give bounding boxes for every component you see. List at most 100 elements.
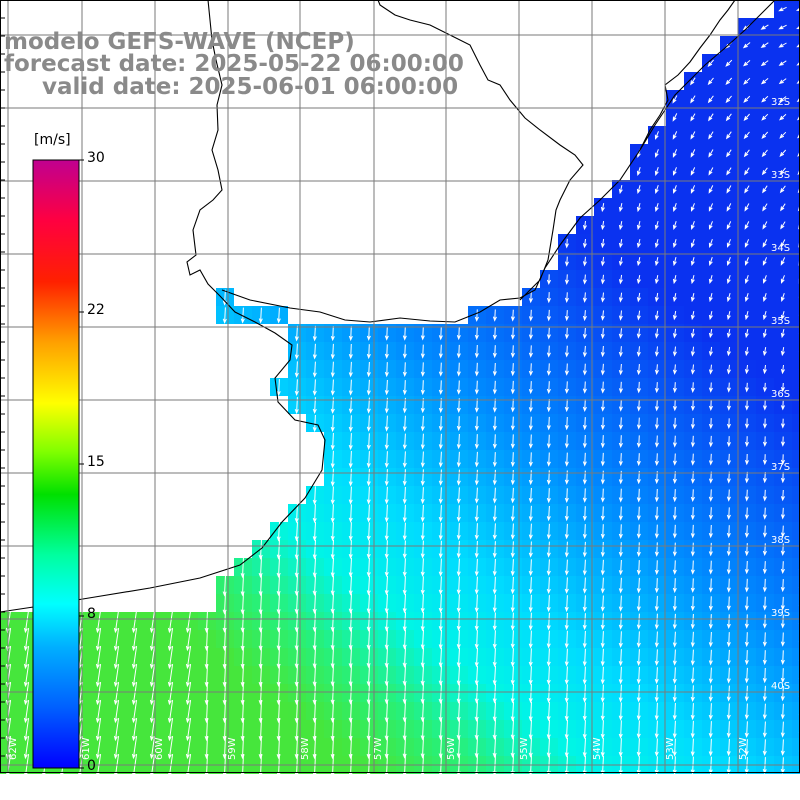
wind-arrow — [672, 203, 677, 213]
wind-arrow — [600, 720, 605, 740]
wind-arrow — [402, 486, 407, 505]
latitude-label: 32S — [771, 97, 790, 108]
wind-arrow — [618, 381, 623, 394]
wind-arrow — [690, 542, 695, 557]
wind-arrow — [564, 416, 569, 431]
wind-arrow — [185, 628, 192, 652]
wind-arrow — [636, 595, 641, 612]
latitude-labels: 32S 33S 34S 35S 36S 37S 38S 39S 40S — [771, 97, 790, 692]
map-title-forecast-date: forecast date: 2025-05-22 06:00:00 — [4, 51, 464, 77]
wind-arrow — [762, 347, 767, 357]
wind-arrow — [744, 507, 749, 520]
wind-arrow — [762, 185, 768, 194]
longitude-label: 59W — [227, 737, 238, 760]
wind-cell — [792, 612, 800, 630]
wind-arrow — [149, 682, 156, 706]
wind-arrow — [600, 524, 605, 540]
wind-arrow — [95, 682, 102, 706]
wind-arrow — [312, 557, 317, 578]
wind-arrow — [167, 700, 174, 724]
wind-arrow — [366, 575, 371, 596]
latitude-label: 35S — [771, 316, 790, 327]
wind-arrow — [600, 488, 605, 503]
wind-arrow — [420, 594, 425, 614]
wind-arrow — [456, 665, 461, 686]
wind-arrow — [528, 666, 533, 686]
wind-arrow — [761, 113, 769, 121]
wind-arrow — [528, 345, 533, 358]
wind-arrow — [690, 310, 695, 321]
wind-arrow — [726, 596, 731, 611]
wind-arrow — [618, 559, 623, 576]
wind-arrow — [330, 575, 335, 596]
wind-arrow — [492, 719, 497, 740]
wind-arrow — [726, 453, 731, 466]
wind-arrow — [744, 596, 749, 611]
wind-arrow — [780, 275, 785, 284]
wind-arrow — [564, 666, 569, 685]
wind-arrow — [366, 451, 371, 469]
wind-arrow — [744, 418, 749, 429]
wind-arrow — [510, 576, 515, 595]
wind-arrow — [95, 646, 102, 670]
wind-arrow — [672, 185, 677, 194]
wind-arrow — [708, 667, 713, 684]
wind-arrow — [131, 664, 138, 688]
wind-arrow — [636, 256, 641, 267]
wind-arrow — [672, 702, 677, 721]
wind-arrow — [366, 647, 371, 669]
wind-arrow — [636, 666, 641, 685]
wind-arrow — [528, 381, 533, 395]
wind-arrow — [564, 452, 569, 467]
wind-arrow — [185, 646, 192, 670]
wind-arrow — [113, 664, 120, 688]
wind-arrow — [744, 310, 749, 321]
wind-arrow — [726, 738, 731, 757]
wind-arrow — [528, 701, 533, 722]
wind-arrow — [618, 506, 623, 521]
wind-arrow — [95, 628, 102, 652]
wind-arrow — [654, 595, 659, 612]
wind-arrow — [384, 344, 389, 359]
wind-arrow — [564, 702, 569, 722]
wind-arrow — [780, 739, 785, 756]
wind-arrow — [744, 471, 749, 484]
wind-arrow — [510, 541, 515, 558]
wind-arrow — [690, 560, 695, 575]
wind-arrow — [761, 131, 769, 139]
wind-cell — [792, 144, 800, 162]
wind-arrow — [708, 310, 713, 321]
wind-arrow — [778, 96, 787, 103]
wind-arrow — [672, 113, 678, 122]
wind-arrow — [744, 203, 750, 212]
wind-arrow — [762, 650, 767, 666]
wind-arrow — [276, 379, 281, 397]
wind-arrow — [402, 326, 407, 341]
wind-arrow — [492, 665, 497, 686]
wind-arrow — [438, 701, 443, 723]
wind-arrow — [744, 739, 749, 757]
wind-cell — [792, 126, 800, 144]
wind-speed-field — [0, 0, 800, 774]
wind-arrow — [384, 558, 389, 578]
wind-cell — [792, 180, 800, 198]
wind-arrow — [528, 416, 533, 431]
wind-arrow — [131, 646, 138, 670]
wind-arrow — [618, 577, 623, 594]
wind-arrow — [330, 343, 335, 360]
wind-arrow — [95, 664, 102, 688]
wind-arrow — [708, 382, 713, 393]
wind-arrow — [618, 488, 623, 503]
wind-arrow — [113, 646, 120, 670]
wind-arrow — [636, 631, 641, 648]
wind-arrow — [708, 721, 713, 739]
wind-arrow — [564, 327, 569, 340]
wind-arrow — [546, 648, 551, 667]
wind-arrow — [564, 274, 569, 285]
wind-arrow — [744, 703, 749, 720]
wind-arrow — [420, 683, 425, 705]
longitude-label: 62W — [8, 737, 19, 760]
wind-arrow — [384, 362, 389, 378]
wind-arrow — [474, 558, 479, 577]
wind-arrow — [582, 328, 587, 340]
